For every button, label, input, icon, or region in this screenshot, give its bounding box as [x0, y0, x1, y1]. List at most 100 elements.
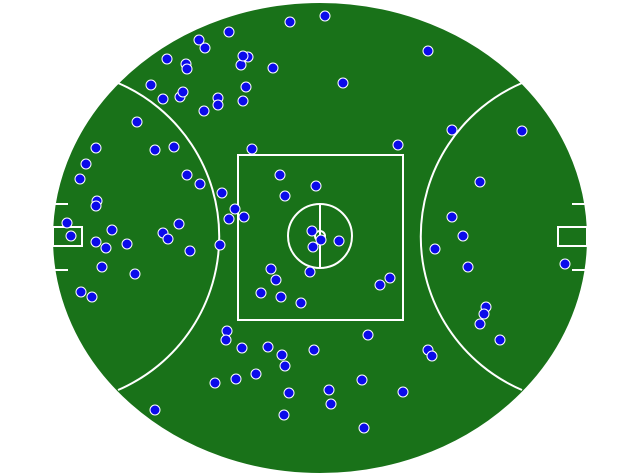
- point: [279, 190, 291, 202]
- point: [216, 187, 228, 199]
- point: [223, 213, 235, 225]
- point: [429, 243, 441, 255]
- point: [275, 291, 287, 303]
- point: [86, 291, 98, 303]
- point: [221, 325, 233, 337]
- point: [265, 263, 277, 275]
- point: [100, 242, 112, 254]
- point: [149, 404, 161, 416]
- point: [446, 124, 458, 136]
- point: [220, 334, 232, 346]
- point: [306, 225, 318, 237]
- point: [310, 180, 322, 192]
- point: [374, 279, 386, 291]
- points: [61, 10, 571, 434]
- point: [397, 386, 409, 398]
- point: [494, 334, 506, 346]
- point: [90, 236, 102, 248]
- point: [255, 287, 267, 299]
- point: [474, 318, 486, 330]
- point: [478, 308, 490, 320]
- point: [177, 86, 189, 98]
- point: [279, 360, 291, 372]
- point: [240, 81, 252, 93]
- point: [129, 268, 141, 280]
- point: [223, 26, 235, 38]
- point: [230, 373, 242, 385]
- field-lines: [51, 1, 589, 475]
- point: [358, 422, 370, 434]
- point: [274, 169, 286, 181]
- point: [65, 230, 77, 242]
- point: [516, 125, 528, 137]
- point: [168, 141, 180, 153]
- point: [307, 241, 319, 253]
- point: [75, 286, 87, 298]
- point: [426, 350, 438, 362]
- point: [276, 349, 288, 361]
- point: [315, 234, 327, 246]
- point: [229, 203, 241, 215]
- point: [90, 142, 102, 154]
- point: [173, 218, 185, 230]
- point: [278, 409, 290, 421]
- point: [214, 239, 226, 251]
- point: [149, 144, 161, 156]
- point: [184, 245, 196, 257]
- point: [194, 178, 206, 190]
- point: [333, 235, 345, 247]
- point: [161, 53, 173, 65]
- point: [90, 200, 102, 212]
- point: [362, 329, 374, 341]
- point: [356, 374, 368, 386]
- point: [422, 45, 434, 57]
- point: [246, 143, 258, 155]
- point: [157, 93, 169, 105]
- point: [145, 79, 157, 91]
- point: [270, 274, 282, 286]
- point: [308, 344, 320, 356]
- point: [236, 342, 248, 354]
- point: [96, 261, 108, 273]
- point: [283, 387, 295, 399]
- point: [325, 398, 337, 410]
- goal-square-right: [557, 226, 588, 247]
- point: [319, 10, 331, 22]
- point: [237, 95, 249, 107]
- point: [131, 116, 143, 128]
- point: [237, 50, 249, 62]
- arc-left: [117, 82, 221, 391]
- point: [384, 272, 396, 284]
- point: [250, 368, 262, 380]
- point: [181, 169, 193, 181]
- point: [209, 377, 221, 389]
- point: [121, 238, 133, 250]
- point: [212, 99, 224, 111]
- point: [199, 42, 211, 54]
- point: [462, 261, 474, 273]
- point: [457, 230, 469, 242]
- point: [198, 105, 210, 117]
- point: [284, 16, 296, 28]
- point: [193, 34, 205, 46]
- point: [106, 224, 118, 236]
- point: [235, 59, 247, 71]
- point: [238, 211, 250, 223]
- point: [295, 297, 307, 309]
- point: [304, 266, 316, 278]
- point: [267, 62, 279, 74]
- centre-square: [237, 154, 404, 321]
- point: [162, 233, 174, 245]
- point: [74, 173, 86, 185]
- point: [446, 211, 458, 223]
- point: [337, 77, 349, 89]
- point: [559, 258, 571, 270]
- point: [80, 158, 92, 170]
- arc-right: [419, 82, 523, 391]
- point: [262, 341, 274, 353]
- point: [61, 217, 73, 229]
- point: [474, 176, 486, 188]
- point: [392, 139, 404, 151]
